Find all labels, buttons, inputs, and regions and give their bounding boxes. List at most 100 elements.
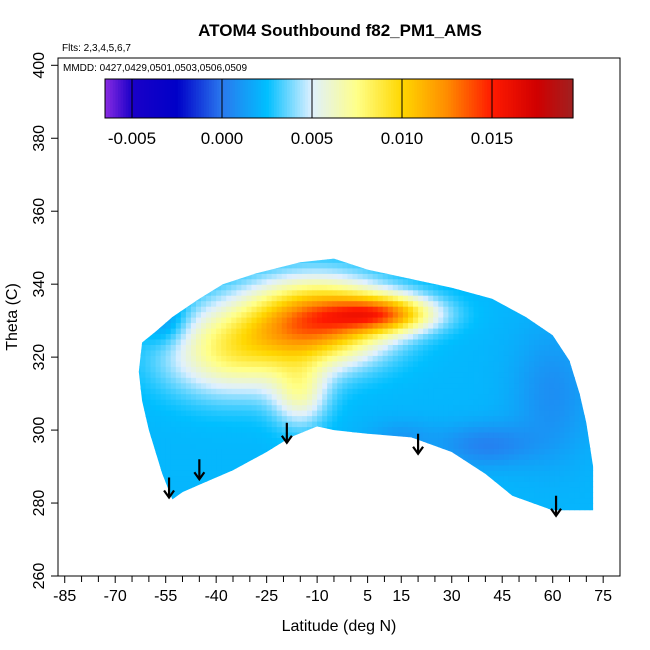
field-cell <box>554 284 560 291</box>
field-cell <box>347 251 353 257</box>
field-cell <box>539 267 545 274</box>
field-cell <box>317 377 323 384</box>
field-cell <box>508 442 515 449</box>
field-cell <box>463 404 470 411</box>
field-cell <box>564 306 571 313</box>
field-cell <box>382 442 389 449</box>
field-cell <box>514 327 520 334</box>
field-cell <box>469 251 475 257</box>
field-cell <box>266 306 273 313</box>
field-cell <box>397 399 404 406</box>
field-cell <box>403 251 409 257</box>
field-cell <box>508 470 515 477</box>
field-cell <box>438 426 444 433</box>
field-cell <box>302 300 308 307</box>
field-cell <box>423 295 429 302</box>
field-cell <box>138 508 141 511</box>
field-cell <box>554 404 560 411</box>
x-tick-label: -85 <box>53 588 76 605</box>
field-cell <box>413 371 419 378</box>
field-cell <box>539 258 545 263</box>
field-cell <box>367 300 374 307</box>
field-cell <box>352 327 359 334</box>
colorbar-segment <box>349 79 353 118</box>
field-cell <box>519 464 525 471</box>
field-cell <box>503 267 510 274</box>
field-cell <box>241 258 247 263</box>
field-cell <box>564 459 571 466</box>
field-cell <box>574 344 581 351</box>
field-cell <box>514 311 520 318</box>
field-cell <box>458 267 465 274</box>
field-cell <box>296 267 303 274</box>
field-cell <box>226 262 232 269</box>
field-cell <box>145 289 152 296</box>
field-cell <box>276 289 283 296</box>
field-cell <box>468 410 475 417</box>
field-cell <box>408 410 414 417</box>
field-cell <box>529 262 535 269</box>
field-cell <box>503 415 510 422</box>
field-cell <box>503 470 510 477</box>
field-cell <box>201 267 207 274</box>
field-cell <box>574 322 581 329</box>
field-cell <box>413 349 419 356</box>
field-cell <box>145 322 152 329</box>
field-cell <box>302 366 308 373</box>
field-cell <box>428 355 434 362</box>
field-cell <box>595 426 601 432</box>
y-tick-label: 340 <box>31 271 48 298</box>
field-cell <box>175 377 182 384</box>
field-cell <box>138 464 141 471</box>
field-cell <box>387 464 394 471</box>
field-cell <box>256 311 263 318</box>
field-cell <box>493 421 500 428</box>
field-cell <box>493 404 500 411</box>
colorbar-segment <box>305 79 309 118</box>
field-cell <box>190 322 197 329</box>
field-cell <box>170 360 177 367</box>
field-cell <box>271 448 278 455</box>
field-cell <box>347 355 353 362</box>
field-cell <box>256 300 263 307</box>
field-cell <box>190 508 197 511</box>
field-cell <box>347 371 353 378</box>
field-cell <box>458 278 465 285</box>
field-cell <box>408 284 414 291</box>
field-cell <box>170 459 177 466</box>
field-cell <box>185 262 192 269</box>
field-cell <box>352 349 359 356</box>
field-cell <box>327 300 333 307</box>
field-cell <box>337 448 343 455</box>
field-cell <box>327 399 333 406</box>
field-cell <box>165 366 172 373</box>
field-cell <box>433 300 439 307</box>
field-cell <box>160 284 167 291</box>
field-cell <box>206 344 212 351</box>
field-cell <box>221 492 227 499</box>
field-cell <box>337 470 343 477</box>
field-cell <box>402 393 409 400</box>
field-cell <box>539 481 545 488</box>
field-cell <box>271 399 278 406</box>
field-cell <box>312 415 318 422</box>
field-cell <box>367 415 374 422</box>
field-cell <box>413 415 419 422</box>
field-cell <box>433 481 439 488</box>
field-cell <box>402 382 409 389</box>
field-cell <box>322 333 328 340</box>
field-cell <box>438 377 444 384</box>
field-cell <box>362 464 369 471</box>
field-cell <box>266 426 273 433</box>
field-cell <box>276 311 283 318</box>
field-cell <box>317 317 323 324</box>
field-cell <box>493 284 500 291</box>
field-cell <box>251 317 258 324</box>
field-cell <box>392 377 399 384</box>
field-cell <box>402 437 409 444</box>
field-cell <box>519 453 525 460</box>
colorbar-segment <box>266 79 270 118</box>
field-cell <box>549 503 555 510</box>
field-cell <box>342 344 348 351</box>
field-cell <box>276 366 283 373</box>
